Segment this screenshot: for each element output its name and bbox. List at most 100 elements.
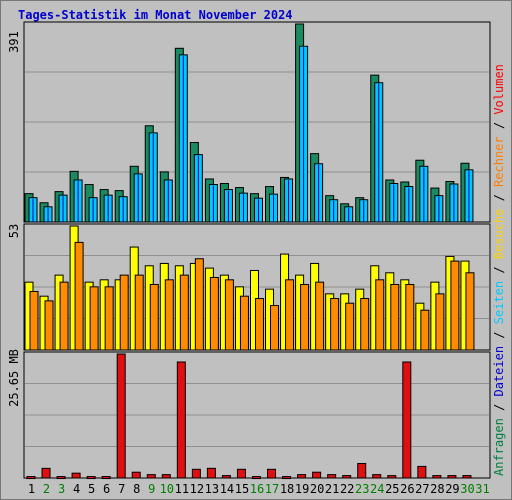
x-tick-label: 1 bbox=[28, 482, 35, 496]
legend-item: Dateien bbox=[492, 346, 506, 397]
bar-rechner bbox=[315, 281, 325, 351]
ymax-label-middle: 53 bbox=[7, 224, 21, 238]
x-tick-label: 16 bbox=[250, 482, 264, 496]
x-tick-label: 8 bbox=[133, 482, 140, 496]
legend-item: Anfragen bbox=[492, 418, 506, 476]
x-tick-label: 18 bbox=[280, 482, 294, 496]
bar-volumen bbox=[432, 475, 442, 479]
bar-volumen bbox=[56, 476, 66, 480]
bar-volumen bbox=[161, 474, 171, 479]
bar-rechner bbox=[44, 300, 54, 351]
bar-volumen bbox=[282, 476, 292, 480]
bar-rechner bbox=[119, 274, 129, 351]
legend-item: Volumen bbox=[492, 64, 506, 115]
bar-volumen bbox=[402, 361, 412, 479]
bar-volumen bbox=[131, 471, 141, 479]
bar-rechner bbox=[74, 241, 84, 351]
bar-rechner bbox=[450, 260, 460, 351]
bar-rechner bbox=[375, 279, 385, 351]
bar-volumen bbox=[26, 476, 36, 480]
x-tick-label: 23 bbox=[355, 482, 369, 496]
bar-volumen bbox=[387, 475, 397, 479]
bar-volumen bbox=[251, 476, 261, 480]
bar-volumen bbox=[417, 465, 427, 479]
x-tick-label: 29 bbox=[445, 482, 459, 496]
ymax-label-top: 391 bbox=[7, 31, 21, 53]
legend-item: / bbox=[492, 397, 506, 419]
bar-rechner bbox=[405, 283, 415, 351]
x-tick-label: 25 bbox=[385, 482, 399, 496]
bar-volumen bbox=[447, 475, 457, 479]
legend-item: Seiten bbox=[492, 281, 506, 324]
bar-volumen bbox=[297, 474, 307, 479]
legend-right: Anfragen / Dateien / Seiten / Besuche / … bbox=[492, 64, 506, 476]
legend-item: Besuche bbox=[492, 209, 506, 260]
bar-volumen bbox=[41, 467, 51, 479]
x-tick-label: 21 bbox=[325, 482, 339, 496]
bars-anfragen-dateien bbox=[24, 23, 474, 223]
bar-rechner bbox=[390, 283, 400, 351]
bar-rechner bbox=[179, 274, 189, 351]
x-tick-label: 22 bbox=[340, 482, 354, 496]
bar-volumen bbox=[101, 476, 111, 480]
bar-rechner bbox=[194, 258, 204, 351]
bar-volumen bbox=[146, 474, 156, 479]
bar-volumen bbox=[71, 472, 81, 479]
x-tick-label: 24 bbox=[370, 482, 384, 496]
x-tick-label: 7 bbox=[118, 482, 125, 496]
x-axis-day-labels: 1 2 3 4 5 6 7 8 9 10 11 12 13 14 15 16 17 18 19 20 21 22 23 24 2… bbox=[28, 482, 490, 496]
bar-rechner bbox=[254, 298, 264, 351]
bar-volumen bbox=[327, 474, 337, 479]
bar-rechner bbox=[89, 286, 99, 351]
bar-volumen bbox=[206, 467, 216, 479]
legend-item: / bbox=[492, 324, 506, 346]
x-tick-label: 2 bbox=[43, 482, 50, 496]
bar-volumen bbox=[221, 475, 231, 479]
bar-rechner bbox=[29, 291, 39, 351]
bar-rechner bbox=[420, 309, 430, 351]
x-tick-label: 4 bbox=[73, 482, 80, 496]
bar-volumen bbox=[191, 468, 201, 479]
bar-volumen bbox=[312, 471, 322, 479]
x-tick-label: 3 bbox=[58, 482, 65, 496]
legend-item: / bbox=[492, 115, 506, 137]
bar-rechner bbox=[104, 286, 114, 351]
x-tick-label: 19 bbox=[295, 482, 309, 496]
legend-item: / bbox=[492, 187, 506, 209]
x-tick-label: 5 bbox=[88, 482, 95, 496]
bar-rechner bbox=[285, 279, 295, 351]
x-tick-label: 15 bbox=[235, 482, 249, 496]
bar-rechner bbox=[300, 283, 310, 351]
bar-rechner bbox=[360, 298, 370, 351]
x-tick-label: 27 bbox=[415, 482, 429, 496]
bar-rechner bbox=[330, 298, 340, 351]
x-tick-label: 11 bbox=[175, 482, 189, 496]
bar-volumen bbox=[176, 361, 186, 479]
bar-rechner bbox=[465, 272, 475, 351]
bar-volumen bbox=[236, 468, 246, 479]
bars-volumen bbox=[26, 353, 472, 480]
x-tick-label: 6 bbox=[103, 482, 110, 496]
x-tick-label: 13 bbox=[205, 482, 219, 496]
chart-title: Tages-Statistik im Monat November 2024 bbox=[18, 8, 293, 22]
bar-rechner bbox=[345, 302, 355, 351]
x-tick-label: 9 bbox=[148, 482, 155, 496]
bar-rechner bbox=[239, 295, 249, 351]
bar-rechner bbox=[149, 283, 159, 351]
x-tick-label: 26 bbox=[400, 482, 414, 496]
legend-item: / bbox=[492, 259, 506, 281]
x-tick-label: 20 bbox=[310, 482, 324, 496]
x-tick-label: 14 bbox=[220, 482, 234, 496]
grid-lines bbox=[25, 71, 489, 447]
bar-volumen bbox=[357, 462, 367, 479]
ymax-label-bottom: 25.65 MB bbox=[7, 349, 21, 407]
bar-rechner bbox=[134, 274, 144, 351]
bar-rechner bbox=[435, 293, 445, 351]
bar-volumen bbox=[372, 474, 382, 479]
bar-rechner bbox=[164, 279, 174, 351]
x-tick-label: 28 bbox=[430, 482, 444, 496]
bar-volumen bbox=[86, 476, 96, 480]
x-tick-label: 30 bbox=[460, 482, 474, 496]
x-tick-label: 17 bbox=[265, 482, 279, 496]
